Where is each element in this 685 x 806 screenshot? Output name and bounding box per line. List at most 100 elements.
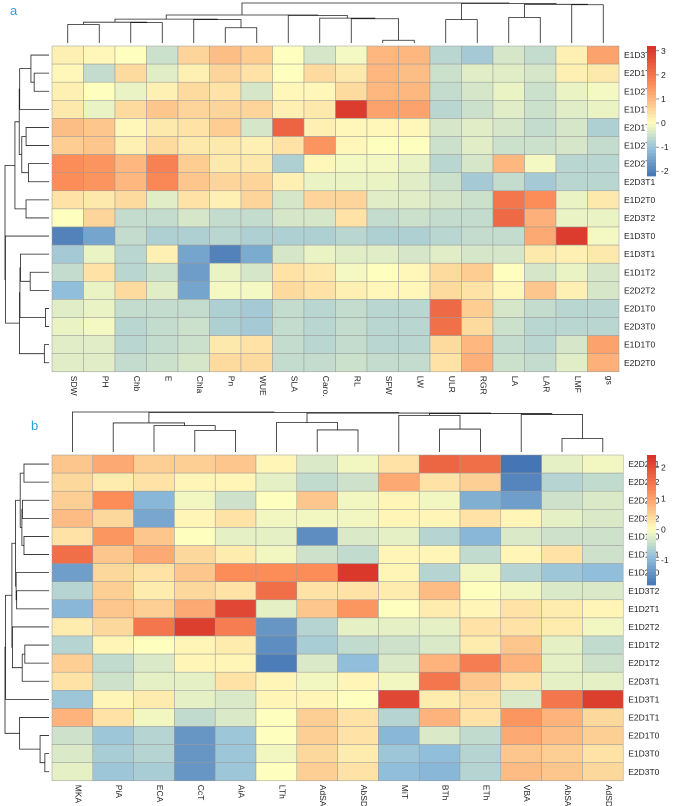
- heatmap-cell-a-r6-c10: [366, 154, 399, 173]
- heatmap-cell-a-r8-c17: [587, 190, 620, 210]
- heatmap-cell-b-r15-c6: [296, 726, 338, 745]
- heatmap-cell-a-r0-c13: [461, 45, 494, 65]
- heatmap-cell-a-r14-c8: [303, 299, 336, 318]
- heatmap-cell-a-r12-c10: [366, 262, 399, 282]
- heatmap-cell-b-r5-c13: [582, 545, 624, 564]
- heatmap-cell-a-r15-c6: [240, 317, 273, 336]
- heatmap-cell-a-r7-c3: [146, 172, 179, 192]
- legend-swatch-a-33: [647, 153, 656, 157]
- heatmap-cell-b-r14-c3: [174, 708, 216, 727]
- b-row-branch-4: [19, 472, 24, 528]
- heatmap-cell-b-r12-c13: [582, 671, 624, 691]
- heatmap-cell-b-r8-c7: [337, 599, 379, 619]
- heatmap-cell-a-r11-c17: [587, 244, 620, 264]
- heatmap-cell-a-r5-c9: [335, 136, 368, 155]
- a-col-branch-14: [524, 3, 588, 18]
- column-label-b-8: MiT: [400, 785, 410, 799]
- heatmap-cell-a-r7-c13: [461, 172, 494, 192]
- heatmap-cell-b-r14-c12: [541, 708, 583, 727]
- heatmap-cell-a-r1-c4: [177, 63, 210, 83]
- row-label-b-10: E1D1T2: [628, 640, 659, 650]
- heatmap-cell-a-r1-c12: [429, 63, 462, 83]
- legend-swatch-a-26: [647, 130, 656, 135]
- heatmap-cell-a-r9-c16: [555, 208, 588, 228]
- b-row-branch-5: [23, 463, 49, 483]
- heatmap-cell-b-r5-c2: [133, 545, 175, 564]
- heatmap-cell-b-r14-c10: [459, 708, 502, 727]
- heatmap-cell-b-r4-c12: [541, 527, 583, 546]
- legend-swatch-b-2: [647, 461, 656, 466]
- heatmap-cell-a-r11-c15: [524, 244, 557, 264]
- heatmap-cell-a-r9-c11: [398, 208, 431, 228]
- legend-swatch-b-22: [647, 526, 656, 531]
- heatmap-cell-b-r2-c5: [255, 490, 298, 510]
- heatmap-cell-a-r16-c15: [524, 335, 557, 354]
- legend-swatch-a-5: [647, 62, 656, 66]
- heatmap-cell-a-r9-c12: [429, 208, 462, 228]
- heatmap-cell-a-r14-c13: [461, 299, 494, 318]
- heatmap-cell-b-r8-c3: [174, 599, 216, 619]
- heatmap-cell-a-r8-c1: [83, 190, 116, 210]
- a-col-branch-5: [130, 22, 163, 43]
- heatmap-cell-b-r3-c12: [541, 509, 583, 528]
- heatmap-cell-a-r3-c12: [429, 100, 462, 119]
- legend-swatch-a-11: [647, 81, 656, 86]
- legend-swatch-a-10: [647, 78, 656, 83]
- heatmap-cell-a-r9-c4: [177, 208, 210, 228]
- heatmap-cell-b-r16-c0: [51, 744, 94, 763]
- heatmap-cell-b-r16-c5: [255, 744, 298, 763]
- column-label-a-9: RL: [352, 376, 362, 387]
- b-color-legend: 2 1 0 -1: [647, 455, 669, 586]
- heatmap-cell-a-r14-c7: [272, 299, 305, 318]
- heatmap-cell-b-r3-c3: [174, 509, 216, 528]
- heatmap-cell-a-r9-c13: [461, 208, 494, 228]
- panel-b-heatmap: b E2D2T1 E2D2T2 E2D2T0 E2D3T2 E1D1T0 E1D1T1 E1…: [4, 411, 669, 806]
- heatmap-cell-a-r16-c7: [272, 335, 305, 354]
- legend-swatch-a-19: [647, 107, 656, 112]
- heatmap-cell-a-r8-c9: [335, 190, 368, 210]
- heatmap-cell-a-r15-c9: [335, 317, 368, 336]
- heatmap-cell-b-r6-c5: [255, 563, 298, 582]
- row-label-b-7: E1D3T2: [628, 586, 659, 596]
- b-col-branch-10: [439, 428, 481, 452]
- column-label-b-2: ECA: [155, 785, 165, 803]
- row-label-a-0: E1D3T2: [624, 50, 655, 60]
- heatmap-cell-a-r15-c0: [51, 317, 84, 336]
- heatmap-cell-b-r0-c6: [296, 454, 338, 474]
- heatmap-cell-a-r2-c14: [492, 81, 525, 101]
- heatmap-cell-b-r4-c6: [296, 527, 338, 546]
- heatmap-cell-b-r5-c7: [337, 545, 379, 564]
- heatmap-cell-b-r8-c12: [541, 599, 583, 619]
- heatmap-cell-a-r14-c9: [335, 299, 368, 318]
- heatmap-cell-b-r15-c1: [92, 726, 134, 745]
- row-label-a-17: E2D2T0: [624, 358, 655, 368]
- heatmap-cell-b-r14-c9: [418, 708, 461, 727]
- heatmap-cell-a-r2-c2: [114, 81, 147, 101]
- b-col-branch-3: [153, 425, 216, 452]
- heatmap-cell-b-r10-c1: [92, 635, 134, 655]
- column-label-b-1: PiA: [114, 785, 124, 799]
- heatmap-cell-b-r3-c11: [500, 509, 542, 528]
- heatmap-cell-b-r11-c4: [214, 653, 257, 673]
- heatmap-cell-b-r7-c7: [337, 581, 379, 601]
- heatmap-cell-a-r11-c2: [114, 244, 147, 264]
- heatmap-cell-b-r15-c5: [255, 726, 298, 745]
- heatmap-cell-a-r13-c8: [303, 281, 336, 300]
- heatmap-cell-b-r7-c0: [51, 581, 94, 601]
- heatmap-cell-a-r4-c6: [240, 118, 273, 137]
- heatmap-cell-b-r16-c11: [500, 744, 542, 763]
- heatmap-cell-a-r14-c3: [146, 299, 179, 318]
- heatmap-cell-b-r17-c4: [214, 762, 257, 782]
- legend-swatch-a-32: [647, 150, 656, 154]
- heatmap-cell-a-r6-c9: [335, 154, 368, 173]
- heatmap-cell-b-r11-c7: [337, 653, 379, 673]
- a-row-branch-13: [20, 253, 49, 282]
- heatmap-cell-b-r10-c2: [133, 635, 175, 655]
- heatmap-cell-a-r16-c3: [146, 335, 179, 354]
- legend-swatch-a-14: [647, 91, 656, 96]
- heatmap-cell-a-r12-c13: [461, 262, 494, 282]
- legend-swatch-a-36: [647, 163, 656, 167]
- a-row-branch-5: [33, 72, 49, 92]
- heatmap-cell-a-r9-c1: [83, 208, 116, 228]
